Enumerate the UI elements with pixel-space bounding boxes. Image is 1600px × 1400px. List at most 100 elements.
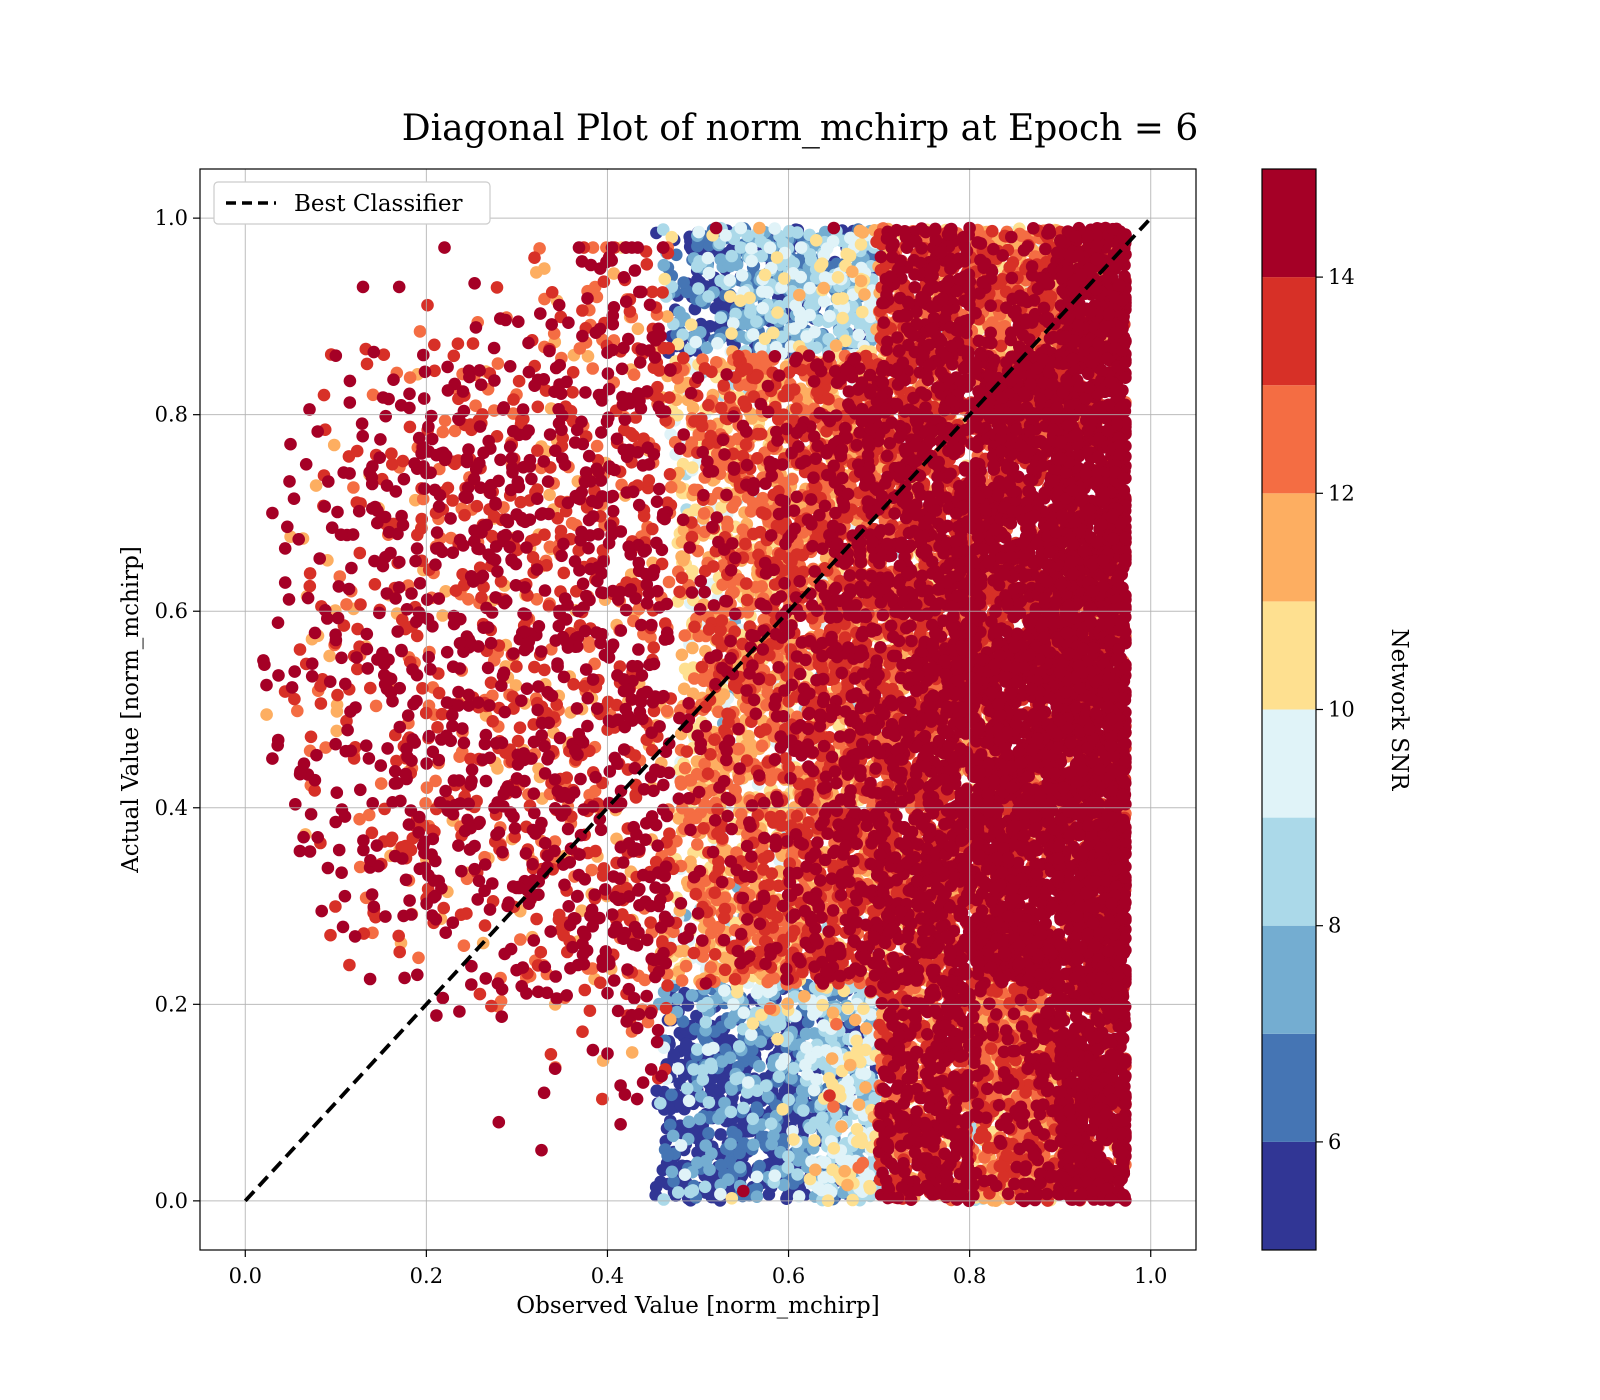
plot-area	[199, 168, 1197, 1251]
scatter-point	[718, 984, 731, 997]
scatter-point	[781, 997, 794, 1010]
scatter-point	[783, 224, 796, 238]
scatter-point	[737, 1137, 751, 1150]
scatter-point	[798, 990, 811, 1003]
scatter-point	[800, 1041, 813, 1054]
scatter-point	[794, 241, 808, 254]
scatter-point	[733, 1161, 747, 1174]
scatter-point	[750, 986, 764, 1000]
scatter-point	[809, 1163, 822, 1177]
scatter-point	[858, 1067, 872, 1081]
scatter-point	[841, 1001, 855, 1015]
scatter-point	[816, 998, 829, 1012]
scatter-point	[699, 1139, 712, 1152]
scatter-point	[680, 1037, 693, 1051]
scatter-point	[750, 1101, 763, 1114]
scatter-point	[807, 1083, 821, 1097]
scatter-point	[678, 662, 692, 676]
scatter-point	[810, 1073, 823, 1086]
scatter-point	[330, 724, 344, 738]
scatter-point	[848, 1013, 862, 1027]
scatter-point	[309, 479, 323, 492]
scatter-point	[803, 1121, 817, 1135]
scatter-point	[829, 339, 843, 353]
scatter-point	[685, 461, 699, 474]
scatter-point	[733, 1146, 746, 1160]
scatter-point	[745, 242, 758, 255]
scatter-point	[836, 292, 849, 305]
scatter-point	[854, 274, 868, 288]
scatter-point	[770, 251, 784, 264]
scatter-point	[677, 682, 691, 696]
scatter-point	[724, 1016, 737, 1030]
scatter-point	[685, 989, 699, 1002]
scatter-point	[700, 341, 714, 355]
scatter-point	[860, 1022, 873, 1035]
scatter-point	[631, 322, 645, 336]
scatter-point	[678, 1168, 692, 1181]
scatter-point	[835, 1120, 848, 1133]
scatter-point	[685, 318, 698, 332]
scatter-point	[680, 285, 694, 299]
scatter-point	[725, 327, 738, 340]
scatter-point	[491, 762, 504, 775]
scatter-point	[808, 325, 821, 339]
scatter-point	[737, 1006, 751, 1019]
scatter-point	[260, 708, 273, 721]
scatter-point	[854, 1131, 868, 1145]
scatter-point	[843, 1058, 857, 1072]
scatter-point	[724, 1105, 738, 1119]
scatter-point	[663, 1118, 677, 1132]
scatter-point	[817, 295, 831, 308]
scatter-point	[744, 303, 757, 316]
scatter-point	[858, 288, 871, 301]
scatter-point	[657, 1193, 670, 1206]
scatter-point	[854, 238, 868, 251]
scatter-point	[689, 1022, 702, 1036]
scatter-point	[815, 257, 829, 271]
scatter-point	[347, 481, 360, 494]
scatter-point	[698, 1180, 712, 1194]
scatter-point	[657, 258, 671, 272]
scatter-point	[690, 1009, 703, 1023]
scatter-point	[827, 1142, 841, 1155]
scatter-point	[808, 1134, 821, 1147]
scatter-point	[677, 276, 690, 289]
scatter-point	[745, 1028, 758, 1041]
scatter-point	[725, 1192, 739, 1205]
scatter-point	[793, 288, 806, 302]
scatter-point	[787, 1062, 800, 1075]
scatter-point	[745, 254, 758, 268]
scatter-point	[826, 1163, 839, 1176]
scatter-point	[758, 332, 772, 346]
scatter-point	[664, 1102, 677, 1116]
scatter-point	[794, 312, 808, 326]
scatter-point	[701, 996, 714, 1010]
scatter-point	[676, 1015, 690, 1028]
scatter-point	[665, 1088, 678, 1102]
scatter-point	[538, 262, 551, 275]
scatter-point	[729, 1128, 743, 1141]
scatter-point	[708, 1025, 722, 1038]
scatter-point	[658, 272, 672, 286]
scatter-point	[746, 1112, 759, 1126]
scatter-point	[777, 1133, 790, 1146]
scatter-point	[327, 438, 341, 452]
scatter-point	[674, 1139, 688, 1152]
scatter-point	[666, 1129, 680, 1143]
scatter-point	[664, 1013, 677, 1026]
scatter-point	[702, 290, 715, 303]
scatter-point	[761, 1090, 775, 1103]
scatter-point	[714, 311, 727, 325]
scatter-point	[692, 225, 706, 239]
scatter-point	[823, 309, 836, 323]
scatter-point	[702, 266, 716, 280]
scatter-point	[762, 1188, 776, 1201]
scatter-point	[826, 235, 840, 248]
scatter-point	[745, 1043, 759, 1057]
scatter-point	[734, 221, 748, 235]
scatter-point	[743, 291, 756, 305]
scatter-point	[750, 1170, 764, 1184]
scatter-point	[714, 1187, 727, 1201]
